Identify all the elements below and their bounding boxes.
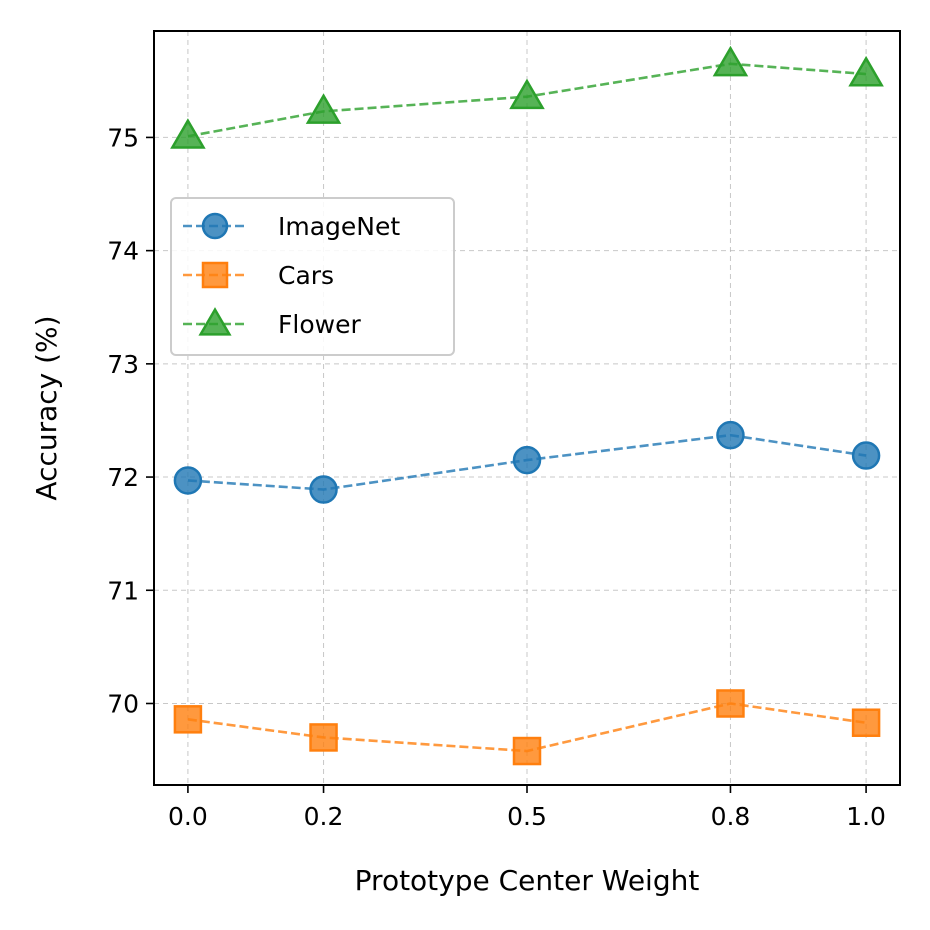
legend-marker: [198, 307, 232, 336]
x-axis: 0.0 0.2 0.5 0.8 1.0: [168, 785, 886, 831]
cars-point: [512, 736, 542, 766]
y-tick-label: 73: [107, 350, 139, 379]
imagenet-point: [173, 466, 203, 495]
y-tick-label: 72: [107, 463, 139, 492]
flower-point: [170, 118, 206, 149]
legend-marker: [201, 261, 229, 289]
grid: [154, 31, 900, 785]
legend: ImageNet Cars Flower: [170, 197, 455, 356]
legend-marker: [201, 212, 229, 240]
x-tick-label: 1.0: [846, 802, 886, 831]
cars-point: [851, 708, 881, 737]
imagenet-point: [309, 475, 338, 504]
flower-point: [848, 55, 884, 87]
legend-item-flower: Flower: [183, 307, 361, 339]
series-flower: [170, 45, 884, 149]
series-cars: [173, 689, 881, 766]
legend-item-imagenet: ImageNet: [183, 212, 400, 241]
flower-point: [509, 78, 545, 110]
flower-point: [712, 45, 749, 77]
x-tick-label: 0.2: [304, 802, 344, 831]
cars-point: [716, 689, 745, 718]
cars-point: [173, 705, 203, 734]
legend-label: ImageNet: [278, 212, 400, 241]
imagenet-point: [851, 441, 881, 470]
flower-point: [305, 93, 342, 124]
imagenet-point: [512, 445, 542, 475]
y-axis-title: Accuracy (%): [30, 315, 63, 500]
cars-point: [309, 723, 338, 752]
x-tick-label: 0.0: [168, 802, 208, 831]
legend-item-cars: Cars: [183, 261, 334, 290]
y-tick-label: 75: [107, 123, 139, 152]
legend-label: Flower: [278, 310, 361, 339]
legend-box: [170, 197, 455, 356]
imagenet-point: [716, 420, 745, 450]
y-axis: 70 71 72 73 74 75: [107, 123, 154, 718]
legend-label: Cars: [278, 261, 334, 290]
series-imagenet: [173, 420, 881, 504]
y-tick-label: 71: [107, 576, 139, 605]
y-tick-label: 70: [107, 689, 139, 718]
series-layer: [170, 45, 884, 766]
x-tick-label: 0.8: [711, 802, 751, 831]
y-tick-label: 74: [107, 237, 139, 266]
x-tick-label: 0.5: [507, 802, 547, 831]
x-axis-title: Prototype Center Weight: [355, 864, 700, 897]
